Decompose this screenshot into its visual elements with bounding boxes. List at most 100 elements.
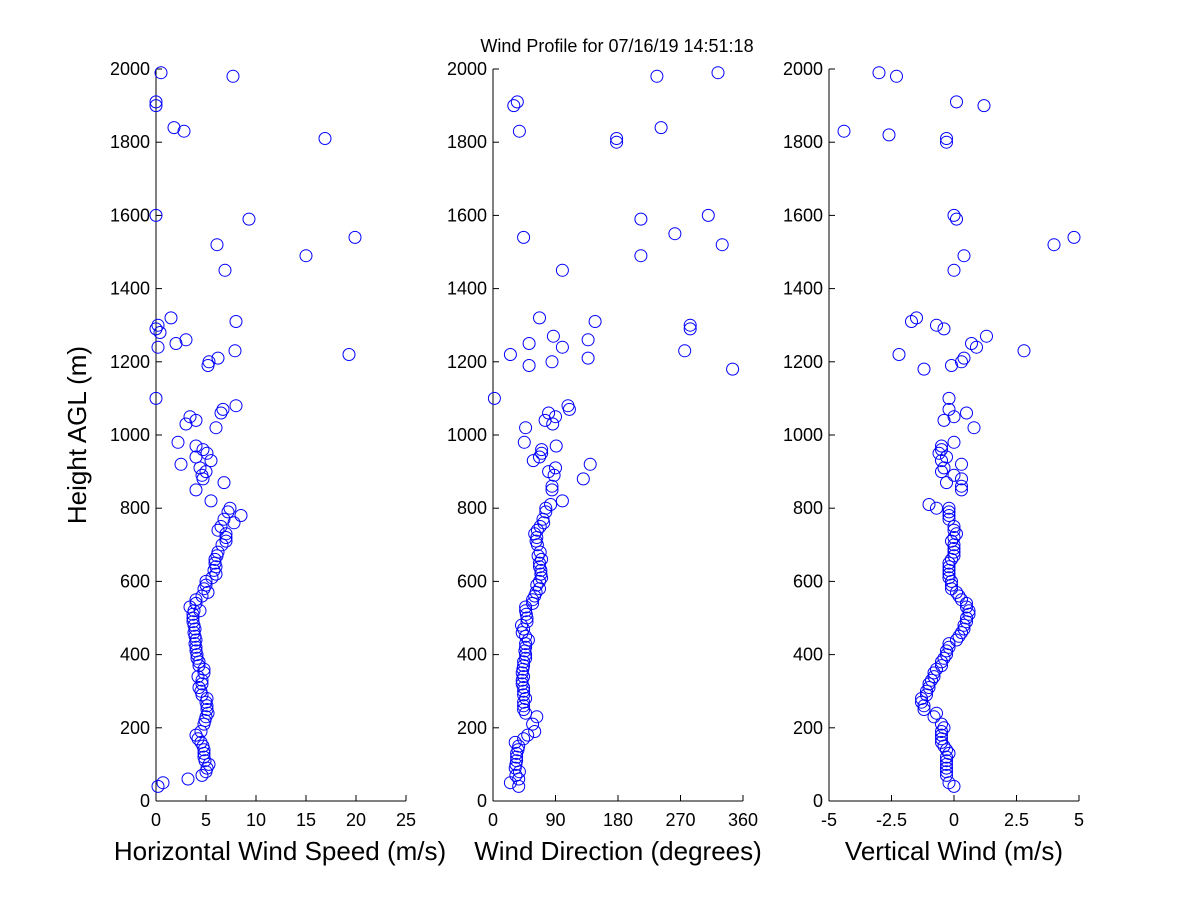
x-axis-label: Horizontal Wind Speed (m/s)	[114, 836, 446, 866]
data-point-marker	[947, 208, 961, 222]
data-point-marker	[947, 520, 961, 533]
data-point-marker	[171, 435, 185, 449]
data-point-marker	[947, 779, 961, 793]
data-point-marker	[960, 611, 973, 625]
y-tick-label: 2000	[447, 59, 487, 79]
data-point-marker	[1047, 238, 1061, 252]
data-point-marker	[533, 450, 546, 464]
data-point-marker	[522, 337, 536, 350]
data-point-marker	[935, 439, 948, 453]
x-tick-label: 360	[728, 810, 758, 830]
data-point-marker	[935, 735, 948, 749]
data-point-marker	[634, 212, 648, 226]
data-point-marker	[156, 776, 170, 790]
data-point-marker	[519, 421, 533, 435]
x-tick-label: 10	[246, 810, 266, 830]
data-point-marker	[930, 706, 943, 720]
y-tick-label: 0	[813, 791, 823, 811]
y-tick-label: 600	[793, 571, 823, 591]
x-tick-label: 270	[665, 810, 695, 830]
data-point-marker	[947, 410, 961, 424]
data-point-marker	[535, 443, 549, 457]
data-point-marker	[947, 263, 961, 277]
data-point-marker	[957, 351, 971, 365]
data-point-marker	[519, 604, 533, 618]
data-point-marker	[947, 523, 961, 537]
data-point-marker	[588, 315, 602, 328]
data-point-marker	[299, 249, 313, 263]
data-point-marker	[219, 527, 233, 541]
y-tick-label: 200	[457, 718, 487, 738]
data-point-marker	[204, 454, 218, 468]
data-point-marker	[945, 552, 958, 566]
data-point-marker	[545, 483, 559, 497]
data-point-marker	[549, 410, 562, 424]
data-point-marker	[151, 340, 165, 354]
data-point-marker	[950, 633, 963, 647]
data-point-marker	[957, 249, 971, 263]
y-tick-label: 1200	[447, 352, 487, 372]
data-point-marker	[179, 417, 193, 431]
data-point-marker	[940, 754, 953, 768]
data-point-marker	[935, 717, 948, 731]
data-point-marker	[510, 750, 524, 764]
data-point-marker	[181, 772, 195, 786]
data-point-marker	[980, 329, 993, 343]
x-axis-label: Vertical Wind (m/s)	[845, 836, 1063, 866]
data-point-marker	[678, 344, 692, 358]
data-point-marker	[217, 476, 231, 490]
data-point-marker	[940, 761, 953, 775]
y-tick-label: 800	[793, 498, 823, 518]
data-point-marker	[922, 498, 936, 511]
data-point-marker	[535, 446, 549, 460]
data-point-marker	[539, 501, 553, 515]
data-point-marker	[223, 501, 237, 515]
data-point-marker	[534, 567, 548, 581]
x-tick-label: -5	[821, 810, 837, 830]
data-point-marker	[517, 684, 531, 698]
data-point-marker	[950, 212, 963, 226]
data-point-marker	[962, 604, 976, 618]
y-tick-label: 400	[793, 645, 823, 665]
data-point-marker	[837, 124, 851, 138]
data-point-marker	[890, 69, 903, 83]
data-point-marker	[216, 402, 230, 416]
data-point-marker	[549, 439, 563, 453]
data-point-marker	[183, 410, 197, 424]
data-point-marker	[937, 651, 951, 665]
x-tick-label: 15	[296, 810, 316, 830]
data-point-marker	[151, 318, 165, 332]
data-point-marker	[935, 659, 948, 673]
data-point-marker	[960, 596, 973, 610]
y-tick-label: 400	[457, 645, 487, 665]
data-point-marker	[935, 465, 948, 479]
data-point-marker	[149, 322, 163, 336]
data-point-marker	[952, 589, 966, 603]
y-tick-label: 1000	[110, 425, 150, 445]
data-point-marker	[517, 659, 531, 673]
data-point-marker	[920, 684, 933, 698]
data-point-marker	[186, 615, 200, 629]
data-point-marker	[519, 651, 533, 665]
data-point-marker	[922, 681, 936, 694]
data-point-marker	[512, 124, 526, 138]
data-point-marker	[955, 593, 968, 607]
data-point-marker	[927, 670, 941, 684]
data-point-marker	[200, 446, 214, 460]
data-point-marker	[528, 725, 542, 738]
data-point-marker	[197, 666, 211, 680]
y-tick-label: 600	[457, 571, 487, 591]
data-point-marker	[925, 673, 938, 687]
data-point-marker	[177, 124, 191, 138]
data-point-marker	[955, 479, 968, 493]
data-point-marker	[955, 457, 968, 471]
data-point-marker	[945, 359, 958, 372]
data-point-marker	[209, 421, 223, 435]
data-point-marker	[199, 710, 213, 724]
data-point-marker	[950, 527, 963, 541]
data-point-marker	[202, 757, 216, 771]
data-point-marker	[533, 311, 546, 325]
data-point-marker	[940, 132, 953, 145]
y-tick-label: 1600	[447, 205, 487, 225]
data-point-marker	[508, 735, 522, 749]
